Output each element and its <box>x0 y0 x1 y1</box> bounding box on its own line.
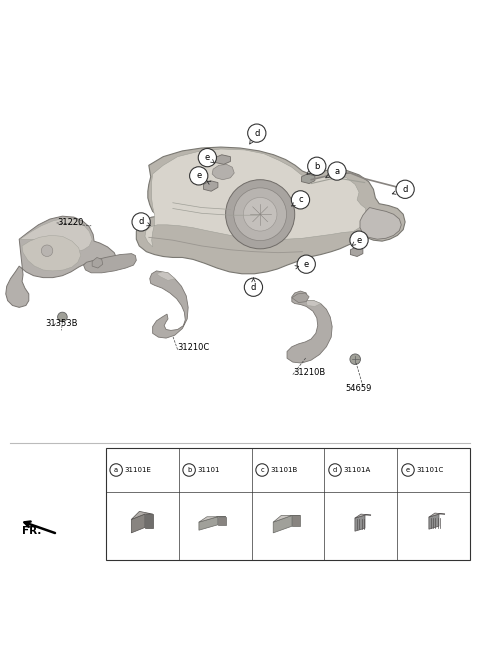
Text: e: e <box>205 153 210 162</box>
Text: c: c <box>260 467 264 473</box>
Circle shape <box>183 464 195 476</box>
Polygon shape <box>92 258 103 268</box>
Circle shape <box>350 354 360 365</box>
Circle shape <box>350 231 368 249</box>
Polygon shape <box>429 514 439 529</box>
Circle shape <box>132 213 150 231</box>
Text: 54659: 54659 <box>346 384 372 394</box>
Text: 31101A: 31101A <box>344 467 371 473</box>
Polygon shape <box>360 208 401 239</box>
Polygon shape <box>132 511 153 520</box>
Circle shape <box>396 180 414 198</box>
Circle shape <box>329 464 341 476</box>
Circle shape <box>308 157 326 175</box>
Circle shape <box>226 180 295 249</box>
Text: 31220: 31220 <box>58 218 84 227</box>
Polygon shape <box>306 301 321 306</box>
Text: d: d <box>251 283 256 292</box>
Polygon shape <box>84 254 136 273</box>
Text: 31101E: 31101E <box>125 467 152 473</box>
Circle shape <box>190 167 208 185</box>
Circle shape <box>41 245 53 256</box>
Polygon shape <box>132 514 145 533</box>
Text: a: a <box>114 467 118 473</box>
Text: d: d <box>402 185 408 194</box>
Bar <box>106 447 470 560</box>
Polygon shape <box>145 149 366 247</box>
Polygon shape <box>204 181 218 191</box>
Polygon shape <box>292 515 300 526</box>
Polygon shape <box>218 517 226 525</box>
Text: b: b <box>187 467 191 473</box>
Text: 31101: 31101 <box>198 467 220 473</box>
Circle shape <box>58 312 67 322</box>
Polygon shape <box>301 174 315 183</box>
Polygon shape <box>429 513 445 517</box>
Text: c: c <box>298 195 303 204</box>
Text: e: e <box>406 467 410 473</box>
Text: d: d <box>138 217 144 227</box>
Circle shape <box>402 464 414 476</box>
Polygon shape <box>156 272 175 281</box>
Polygon shape <box>292 293 309 303</box>
Text: FR.: FR. <box>22 526 41 536</box>
Circle shape <box>291 191 310 209</box>
Text: 31210C: 31210C <box>178 343 210 352</box>
Text: e: e <box>304 260 309 269</box>
Text: 31101C: 31101C <box>417 467 444 473</box>
Polygon shape <box>212 164 234 180</box>
Polygon shape <box>199 517 218 530</box>
Polygon shape <box>273 515 292 533</box>
Polygon shape <box>6 216 117 307</box>
Text: a: a <box>335 167 339 175</box>
Text: e: e <box>357 236 361 244</box>
Circle shape <box>248 124 266 143</box>
Circle shape <box>234 188 287 240</box>
Text: e: e <box>196 171 201 181</box>
Polygon shape <box>355 514 371 518</box>
Polygon shape <box>22 235 81 271</box>
Text: 31353B: 31353B <box>45 319 78 328</box>
Circle shape <box>243 198 277 231</box>
Polygon shape <box>145 514 153 528</box>
Polygon shape <box>150 271 188 338</box>
Circle shape <box>256 464 268 476</box>
Text: 31101B: 31101B <box>271 467 298 473</box>
Circle shape <box>297 255 315 273</box>
Text: 31210B: 31210B <box>293 368 325 377</box>
Polygon shape <box>273 515 300 522</box>
Circle shape <box>244 278 263 296</box>
Polygon shape <box>215 155 230 164</box>
Polygon shape <box>199 517 226 522</box>
Circle shape <box>328 162 346 180</box>
Text: d: d <box>254 129 260 137</box>
Text: b: b <box>314 162 320 171</box>
Circle shape <box>110 464 122 476</box>
Polygon shape <box>20 218 92 252</box>
Polygon shape <box>355 515 365 532</box>
Text: d: d <box>333 467 337 473</box>
Polygon shape <box>136 147 405 274</box>
Circle shape <box>198 148 216 167</box>
Polygon shape <box>287 291 332 363</box>
Polygon shape <box>350 247 363 256</box>
